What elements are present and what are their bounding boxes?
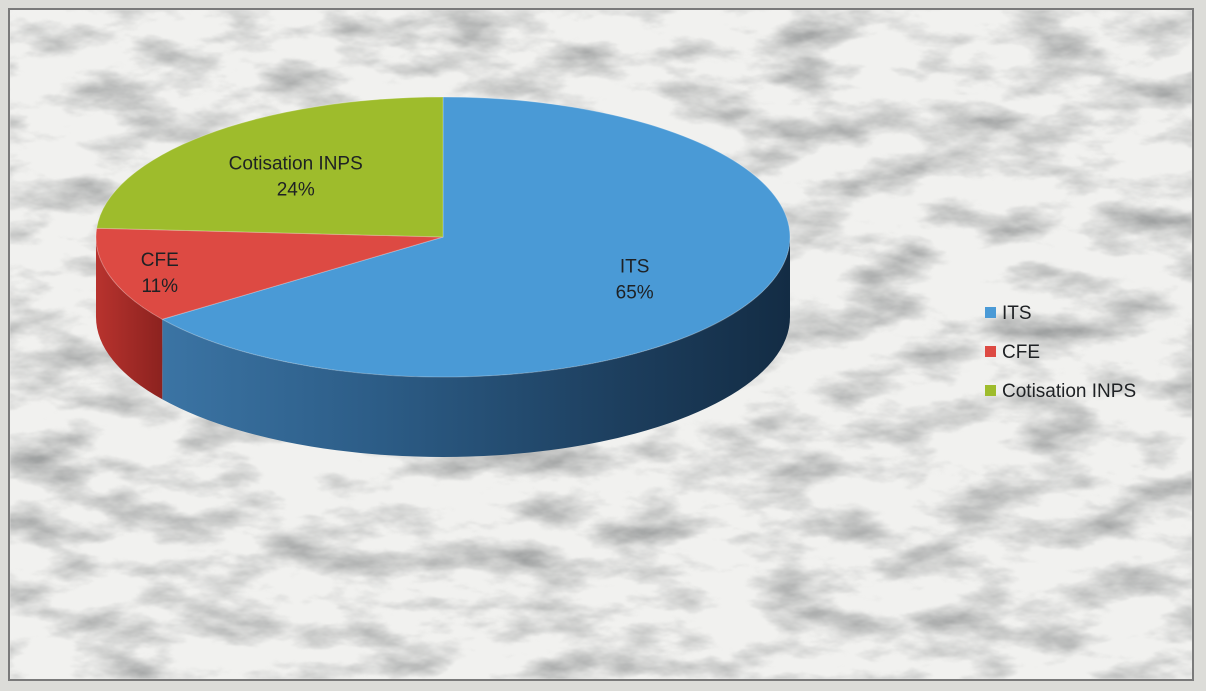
slice-label-cfe: CFE [141, 250, 179, 271]
slice-label-cotisation-inps: Cotisation INPS [229, 154, 363, 175]
legend-label-cotisation-inps: Cotisation INPS [1002, 381, 1136, 402]
slice-label-its: ITS [620, 256, 650, 277]
pie-slice-its [160, 96, 791, 378]
legend-swatch-cotisation-inps [985, 385, 996, 396]
legend-label-cfe: CFE [1002, 342, 1040, 363]
pie-chart: ITS 65% CFE 11% Cotisation INPS 24% ITS CFE Cot… [10, 10, 1192, 679]
pie-side-walls [96, 237, 790, 457]
slice-percent-cfe: 11% [141, 276, 178, 297]
slice-labels: ITS 65% CFE 11% Cotisation INPS 24% [141, 154, 654, 304]
pie-top-faces [95, 96, 791, 378]
pie-side-its [162, 237, 790, 457]
slice-percent-cotisation-inps: 24% [277, 180, 315, 201]
slice-percent-its: 65% [616, 282, 654, 303]
chart-frame: ITS 65% CFE 11% Cotisation INPS 24% ITS CFE Cot… [8, 8, 1194, 681]
pie-side-cfe [96, 237, 163, 400]
pie-slice-cfe [95, 227, 444, 320]
pie-slice-cotisation-inps [96, 96, 444, 238]
legend-swatch-its [985, 307, 996, 318]
legend: ITS CFE Cotisation INPS [985, 303, 1136, 402]
legend-swatch-cfe [985, 346, 996, 357]
legend-label-its: ITS [1002, 303, 1032, 324]
